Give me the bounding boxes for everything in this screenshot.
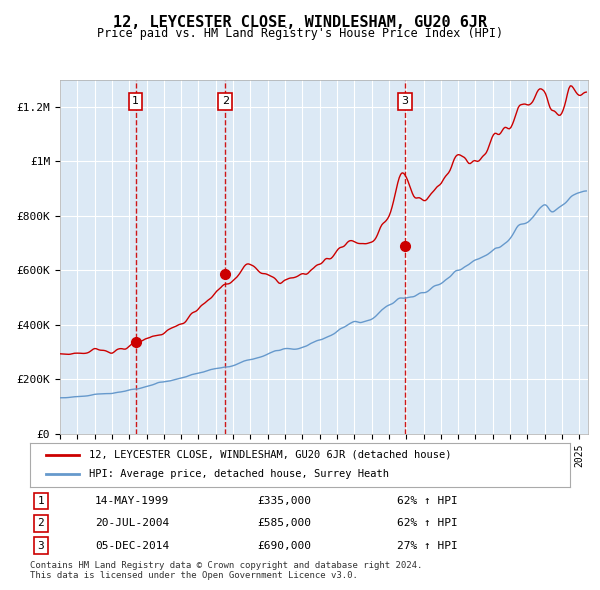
Text: 1: 1: [37, 496, 44, 506]
Text: 14-MAY-1999: 14-MAY-1999: [95, 496, 169, 506]
Text: 12, LEYCESTER CLOSE, WINDLESHAM, GU20 6JR: 12, LEYCESTER CLOSE, WINDLESHAM, GU20 6J…: [113, 15, 487, 30]
Text: HPI: Average price, detached house, Surrey Heath: HPI: Average price, detached house, Surr…: [89, 470, 389, 479]
Text: 3: 3: [37, 541, 44, 550]
Text: Contains HM Land Registry data © Crown copyright and database right 2024.
This d: Contains HM Land Registry data © Crown c…: [30, 561, 422, 581]
Text: £585,000: £585,000: [257, 519, 311, 528]
Text: 2: 2: [37, 519, 44, 528]
Text: 05-DEC-2014: 05-DEC-2014: [95, 541, 169, 550]
Text: 3: 3: [401, 96, 409, 106]
Text: 12, LEYCESTER CLOSE, WINDLESHAM, GU20 6JR (detached house): 12, LEYCESTER CLOSE, WINDLESHAM, GU20 6J…: [89, 450, 452, 460]
Text: 2: 2: [222, 96, 229, 106]
Text: £335,000: £335,000: [257, 496, 311, 506]
Text: 1: 1: [132, 96, 139, 106]
Text: £690,000: £690,000: [257, 541, 311, 550]
Text: 62% ↑ HPI: 62% ↑ HPI: [397, 496, 458, 506]
Text: 20-JUL-2004: 20-JUL-2004: [95, 519, 169, 528]
Text: 27% ↑ HPI: 27% ↑ HPI: [397, 541, 458, 550]
Text: Price paid vs. HM Land Registry's House Price Index (HPI): Price paid vs. HM Land Registry's House …: [97, 27, 503, 40]
Text: 62% ↑ HPI: 62% ↑ HPI: [397, 519, 458, 528]
